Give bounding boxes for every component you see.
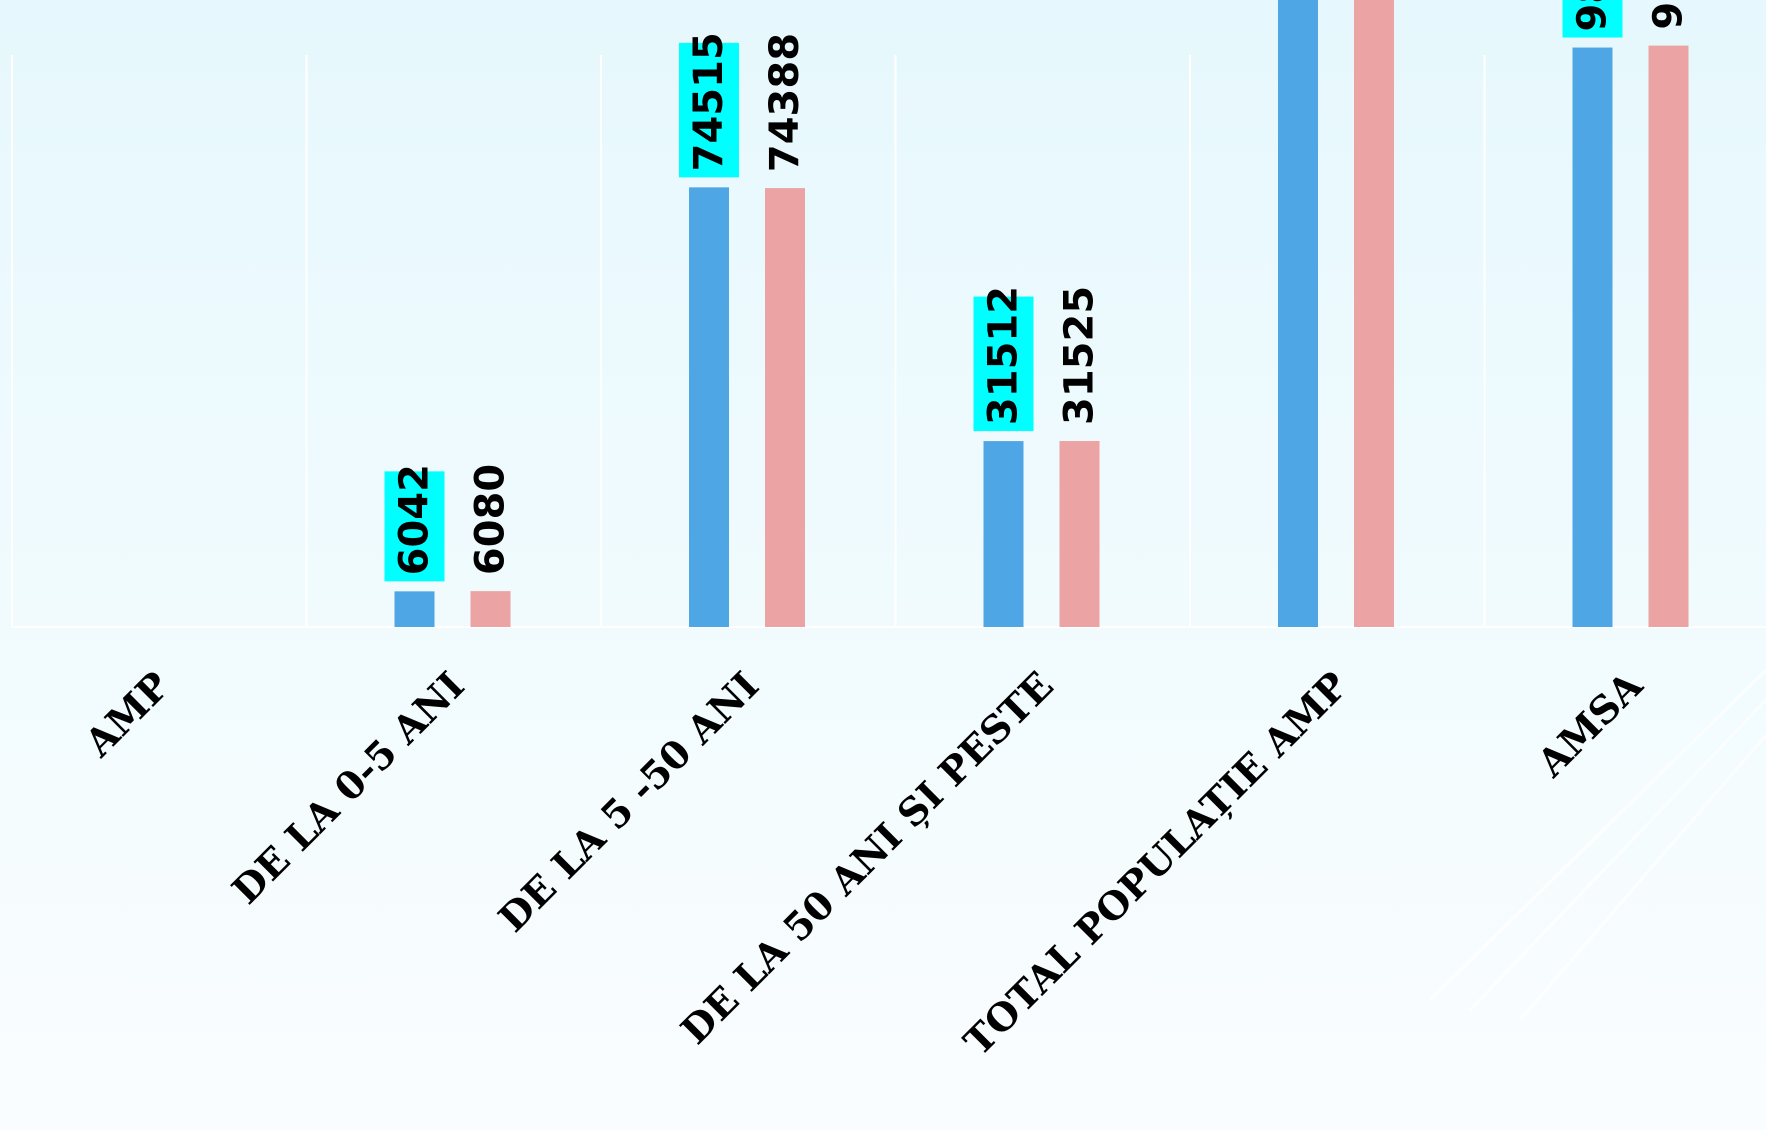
data-label: 31512 — [981, 286, 1027, 425]
decorative-lines — [1428, 668, 1766, 1021]
decorative-line — [1468, 698, 1766, 1012]
data-label: 98542 — [1646, 0, 1692, 30]
x-axis-tick-label: DE LA 5 -50 ANI — [489, 663, 767, 941]
bar — [983, 441, 1024, 627]
data-label-highlight — [973, 296, 1034, 432]
data-label: 6080 — [468, 464, 514, 575]
bar — [470, 591, 511, 627]
bar — [1354, 0, 1394, 628]
bars — [394, 0, 1689, 628]
bar — [1059, 441, 1100, 627]
data-label: 6042 — [392, 464, 438, 575]
bar — [394, 591, 435, 627]
bar — [689, 187, 729, 627]
data-labels: 6042608074515743883151231525112111982149… — [384, 0, 1692, 582]
data-label: 31525 — [1057, 286, 1103, 425]
bar — [1648, 45, 1689, 628]
bar — [1278, 0, 1318, 627]
data-label: 98214 — [1570, 0, 1616, 32]
data-label-highlight — [1562, 0, 1623, 38]
x-axis-tick-label: DE LA 0-5 ANI — [223, 663, 473, 913]
x-axis-tick-label: AMSA — [1527, 662, 1651, 786]
data-label-highlight — [384, 471, 445, 582]
data-label: 74515 — [686, 32, 732, 171]
x-axis-tick-label: AMP — [75, 663, 178, 766]
bar — [1572, 47, 1613, 627]
grid-lines — [11, 55, 1766, 628]
data-label: 74388 — [762, 33, 808, 172]
data-label-highlight — [679, 42, 739, 178]
decorative-line — [1428, 668, 1766, 1002]
bar — [765, 188, 805, 628]
decorative-line — [1518, 734, 1766, 1021]
